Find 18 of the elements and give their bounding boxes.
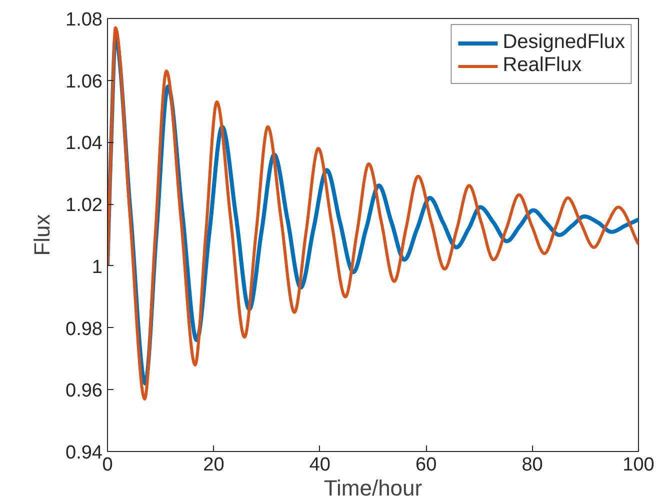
x-tick-label: 60	[416, 454, 437, 476]
y-tick-label: 0.98	[66, 318, 103, 340]
y-tick-label: 0.96	[66, 380, 103, 402]
y-tick-label: 1.04	[66, 133, 103, 154]
y-tick-label: 1.06	[66, 71, 103, 92]
y-axis-title: Flux	[30, 214, 55, 256]
x-tick-label: 100	[622, 454, 654, 476]
x-tick-label: 0	[102, 454, 113, 476]
x-tick-label: 40	[309, 454, 330, 476]
x-tick-label: 80	[522, 454, 543, 476]
x-axis-title: Time/hour	[324, 476, 422, 500]
y-tick-label: 0.94	[66, 442, 103, 464]
y-tick-label: 1.02	[66, 195, 103, 216]
y-tick-label: 1	[92, 256, 103, 278]
legend-label: DesignedFlux	[502, 31, 625, 54]
y-tick-label: 1.08	[66, 10, 103, 30]
legend-label: RealFlux	[502, 54, 582, 77]
x-tick-label: 20	[203, 454, 224, 476]
